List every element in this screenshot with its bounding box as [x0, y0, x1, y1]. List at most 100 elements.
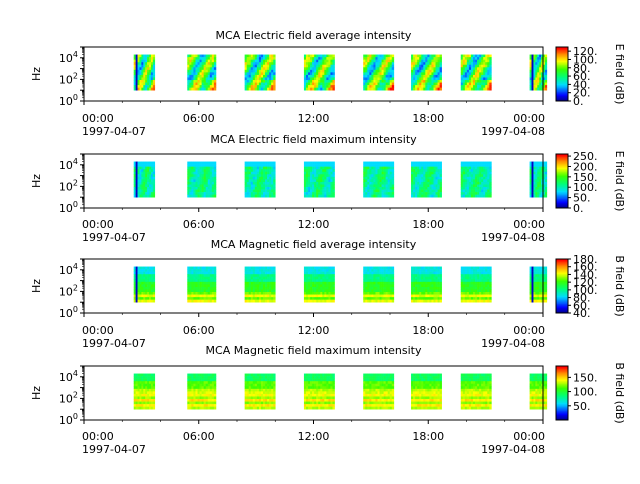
- spectrogram-cell: [259, 164, 261, 167]
- spectrogram-cell: [535, 62, 537, 65]
- spectrogram-cell: [477, 75, 479, 78]
- spectrogram-cell: [465, 292, 467, 295]
- spectrogram-cell: [139, 75, 141, 78]
- spectrogram-cell: [473, 62, 475, 65]
- spectrogram-cell: [471, 289, 473, 292]
- spectrogram-cell: [479, 267, 481, 270]
- spectrogram-cell: [257, 284, 259, 287]
- spectrogram-cell: [369, 277, 371, 280]
- spectrogram-cell: [333, 190, 335, 193]
- spectrogram-cell: [489, 55, 491, 58]
- spectrogram-cell: [539, 295, 541, 298]
- spectrogram-cell: [308, 60, 310, 63]
- spectrogram-cell: [320, 267, 322, 270]
- spectrogram-cell: [363, 72, 365, 75]
- spectrogram-cell: [249, 192, 251, 195]
- spectrogram-cell: [390, 85, 392, 88]
- spectrogram-cell: [481, 172, 483, 175]
- spectrogram-cell: [363, 287, 365, 290]
- spectrogram-cell: [136, 187, 138, 190]
- spectrogram-cell: [413, 88, 415, 91]
- spectrogram-cell: [380, 85, 382, 88]
- spectrogram-cell: [267, 187, 269, 190]
- spectrogram-cell: [533, 289, 535, 292]
- spectrogram-cell: [316, 62, 318, 65]
- spectrogram-cell: [481, 167, 483, 170]
- spectrogram-cell: [363, 85, 365, 88]
- spectrogram-cell: [413, 295, 415, 298]
- spectrogram-cell: [413, 177, 415, 180]
- spectrogram-cell: [373, 300, 375, 303]
- spectrogram-cell: [322, 277, 324, 280]
- spectrogram-cell: [318, 65, 320, 68]
- spectrogram-cell: [367, 289, 369, 292]
- spectrogram-cell: [261, 65, 263, 68]
- spectrogram-cell: [481, 70, 483, 73]
- spectrogram-cell: [530, 164, 532, 167]
- spectrogram-cell: [475, 192, 477, 195]
- spectrogram-cell: [535, 190, 537, 193]
- spectrogram-cell: [378, 267, 380, 270]
- spectrogram-cell: [333, 80, 335, 83]
- x-tick-label: 06:00: [183, 112, 215, 125]
- spectrogram-cell: [533, 167, 535, 170]
- spectrogram-cell: [532, 287, 534, 290]
- spectrogram-cell: [257, 187, 259, 190]
- spectrogram-cell: [373, 179, 375, 182]
- spectrogram-cell: [390, 192, 392, 195]
- spectrogram-cell: [189, 277, 191, 280]
- spectrogram-cell: [429, 57, 431, 60]
- spectrogram-cell: [257, 80, 259, 83]
- spectrogram-cell: [431, 184, 433, 187]
- spectrogram-cell: [467, 295, 469, 298]
- spectrogram-cell: [463, 85, 465, 88]
- spectrogram-cell: [322, 65, 324, 68]
- spectrogram-cell: [427, 292, 429, 295]
- spectrogram-cell: [539, 184, 541, 187]
- spectrogram-cell: [489, 282, 491, 285]
- spectrogram-cell: [545, 57, 547, 60]
- spectrogram-cell: [249, 85, 251, 88]
- spectrogram-cell: [388, 279, 390, 282]
- spectrogram-cell: [463, 65, 465, 68]
- spectrogram-cell: [324, 195, 326, 198]
- spectrogram-cell: [320, 277, 322, 280]
- spectrogram-cell: [202, 88, 204, 91]
- spectrogram-cell: [149, 195, 151, 198]
- spectrogram-cell: [134, 284, 136, 287]
- spectrogram-cell: [489, 295, 491, 298]
- spectrogram-cell: [245, 164, 247, 167]
- spectrogram-cell: [253, 177, 255, 180]
- spectrogram-cell: [310, 75, 312, 78]
- spectrogram-cell: [333, 75, 335, 78]
- spectrogram-cell: [198, 190, 200, 193]
- spectrogram-cell: [481, 192, 483, 195]
- spectrogram-cell: [310, 184, 312, 187]
- spectrogram-cell: [204, 179, 206, 182]
- spectrogram-cell: [314, 269, 316, 272]
- spectrogram-cell: [212, 85, 214, 88]
- spectrogram-cell: [440, 267, 442, 270]
- x-tick-label: 12:00: [298, 112, 330, 125]
- spectrogram-cell: [417, 284, 419, 287]
- spectrogram-cell: [333, 184, 335, 187]
- spectrogram-cell: [269, 282, 271, 285]
- spectrogram-cell: [423, 77, 425, 80]
- spectrogram-cell: [363, 60, 365, 63]
- spectrogram-cell: [265, 187, 267, 190]
- spectrogram-cell: [328, 282, 330, 285]
- spectrogram-cell: [147, 164, 149, 167]
- spectrogram-cell: [153, 77, 155, 80]
- spectrogram-cell: [427, 172, 429, 175]
- spectrogram-cell: [259, 182, 261, 185]
- spectrogram-cell: [310, 182, 312, 185]
- spectrogram-cell: [461, 284, 463, 287]
- spectrogram-cell: [479, 72, 481, 75]
- spectrogram-cell: [195, 282, 197, 285]
- panel-title: MCA Magnetic field maximum intensity: [206, 344, 422, 357]
- spectrogram-cell: [390, 190, 392, 193]
- spectrogram-cell: [251, 162, 253, 165]
- spectrogram-cell: [375, 274, 377, 277]
- spectrogram-cell: [263, 284, 265, 287]
- spectrogram-cell: [392, 60, 394, 63]
